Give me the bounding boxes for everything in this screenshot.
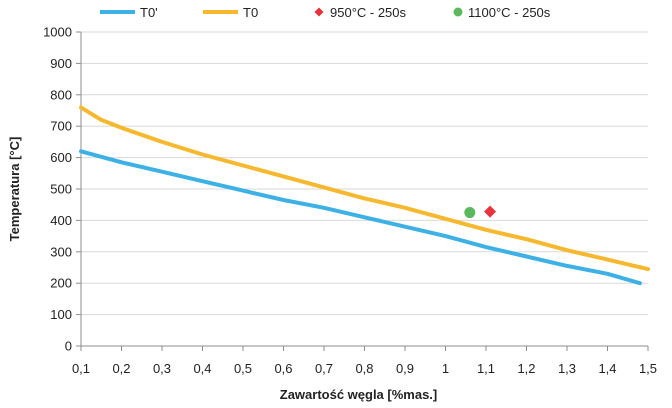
data-point-circle — [464, 207, 476, 219]
x-tick-label: 1,4 — [598, 361, 616, 376]
x-tick-label: 0,1 — [72, 361, 90, 376]
y-tick-label: 700 — [50, 119, 72, 134]
legend: T0' T0 950°C - 250s 1100°C - 250s — [100, 5, 551, 20]
x-tick-label: 1 — [442, 361, 449, 376]
x-tick-label: 0,6 — [274, 361, 292, 376]
grid-lines — [81, 31, 648, 316]
legend-label: T0 — [243, 5, 258, 20]
axes — [76, 31, 649, 351]
series-line — [79, 149, 642, 286]
x-tick-label: 0,9 — [396, 361, 414, 376]
y-tick-label: 400 — [50, 213, 72, 228]
x-tick-label: 1,3 — [558, 361, 576, 376]
y-tick-label: 200 — [50, 276, 72, 291]
x-tick-label: 0,8 — [355, 361, 373, 376]
x-tick-label: 0,3 — [153, 361, 171, 376]
y-tick-label: 300 — [50, 244, 72, 259]
x-tick-label: 1,1 — [477, 361, 495, 376]
y-tick-label: 600 — [50, 150, 72, 165]
y-tick-label: 0 — [65, 339, 72, 354]
plot-series — [79, 105, 650, 286]
legend-swatch-diamond — [314, 7, 324, 17]
y-tick-label: 900 — [50, 56, 72, 71]
y-axis-title: Temperatura [°C] — [7, 137, 22, 242]
y-tick-label: 800 — [50, 87, 72, 102]
x-axis-title: Zawartość węgla [%mas.] — [280, 387, 438, 402]
x-tick-label: 0,2 — [112, 361, 130, 376]
data-point-diamond — [484, 205, 497, 218]
x-tick-label: 0,5 — [234, 361, 252, 376]
y-tick-label: 500 — [50, 182, 72, 197]
legend-swatch-circle — [453, 7, 463, 17]
x-tick-label: 1,5 — [639, 361, 657, 376]
y-tick-label: 1000 — [43, 25, 72, 40]
legend-label: 950°C - 250s — [330, 5, 407, 20]
y-tick-labels: 0 100 200 300 400 500 600 700 800 900 1000 — [43, 25, 72, 354]
x-tick-label: 1,2 — [517, 361, 535, 376]
x-tick-labels: 0,1 0,2 0,3 0,4 0,5 0,6 0,7 0,8 0,9 1 1,1 1,2 1,3 1,4… — [72, 361, 657, 376]
legend-label: 1100°C - 250s — [468, 5, 551, 20]
y-tick-label: 100 — [50, 307, 72, 322]
x-tick-label: 0,7 — [315, 361, 333, 376]
x-tick-label: 0,4 — [193, 361, 211, 376]
series-line — [79, 105, 650, 272]
legend-label: T0' — [140, 5, 158, 20]
